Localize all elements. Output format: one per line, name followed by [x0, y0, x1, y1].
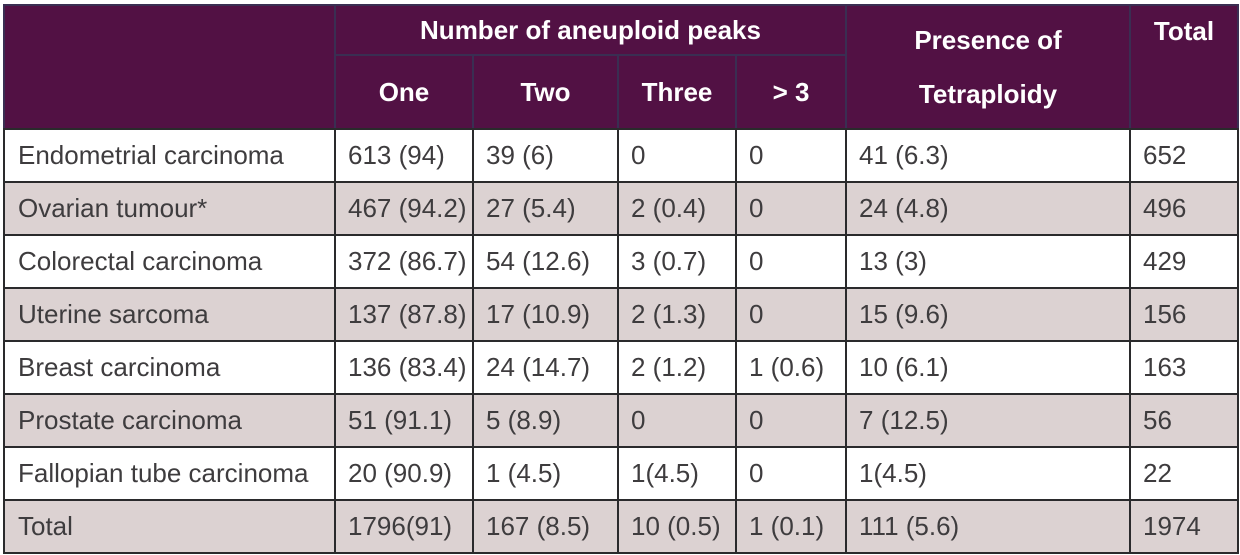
table-row: Ovarian tumour* 467 (94.2) 27 (5.4) 2 (0…	[3, 181, 1240, 236]
table-cell: 496	[1129, 181, 1240, 236]
table-cell: 24 (4.8)	[845, 181, 1132, 236]
table-cell: 111 (5.6)	[845, 499, 1132, 554]
table-cell: 1(4.5)	[845, 446, 1132, 501]
table-row: Endometrial carcinoma 613 (94) 39 (6) 0 …	[3, 128, 1240, 183]
header-three: Three	[617, 54, 737, 130]
table-cell: 156	[1129, 287, 1240, 342]
table-cell: 0	[734, 128, 848, 183]
table-cell: 137 (87.8)	[334, 287, 474, 342]
table-row: Uterine sarcoma 137 (87.8) 17 (10.9) 2 (…	[3, 287, 1240, 342]
header-row-sub: One Two Three > 3	[4, 54, 1238, 130]
row-label-cell: Prostate carcinoma	[3, 393, 336, 448]
table-cell: 652	[1129, 128, 1240, 183]
table-cell: 167 (8.5)	[472, 499, 619, 554]
header-row-group: Number of aneuploid peaks Presence of Te…	[3, 4, 1240, 130]
header-total: Total	[1129, 4, 1240, 130]
table-cell: 0	[734, 446, 848, 501]
row-label-cell: Uterine sarcoma	[3, 287, 336, 342]
table-cell: 1(4.5)	[617, 446, 737, 501]
table-cell: 0	[617, 393, 737, 448]
table-cell: 17 (10.9)	[472, 287, 619, 342]
table-cell: 10 (0.5)	[617, 499, 737, 554]
table-cell: 54 (12.6)	[472, 234, 619, 289]
table-cell: 22	[1129, 446, 1240, 501]
table-cell: 1 (4.5)	[472, 446, 619, 501]
table-row: Prostate carcinoma 51 (91.1) 5 (8.9) 0 0…	[3, 393, 1240, 448]
table-cell: 5 (8.9)	[472, 393, 619, 448]
table-cell: 51 (91.1)	[334, 393, 474, 448]
table-row: Breast carcinoma 136 (83.4) 24 (14.7) 2 …	[3, 340, 1240, 395]
table-cell: 2 (1.2)	[617, 340, 737, 395]
table-cell: 136 (83.4)	[334, 340, 474, 395]
table-cell: 0	[734, 287, 848, 342]
header-presence-of-tetraploidy: Presence of Tetraploidy	[845, 4, 1132, 130]
aneuploidy-table: Number of aneuploid peaks Presence of Te…	[3, 4, 1240, 554]
row-label-cell: Endometrial carcinoma	[3, 128, 336, 183]
row-label-cell: Total	[3, 499, 336, 554]
row-label-cell: Ovarian tumour*	[3, 181, 336, 236]
table-cell: 467 (94.2)	[334, 181, 474, 236]
table-cell: 24 (14.7)	[472, 340, 619, 395]
table-body: Endometrial carcinoma 613 (94) 39 (6) 0 …	[3, 128, 1240, 554]
table-cell: 15 (9.6)	[845, 287, 1132, 342]
table-header: Number of aneuploid peaks Presence of Te…	[3, 4, 1240, 130]
table-cell: 56	[1129, 393, 1240, 448]
table-cell: 429	[1129, 234, 1240, 289]
table-cell: 41 (6.3)	[845, 128, 1132, 183]
corner-cell	[3, 4, 336, 130]
table-cell: 20 (90.9)	[334, 446, 474, 501]
table-cell: 2 (1.3)	[617, 287, 737, 342]
header-gt3: > 3	[734, 54, 848, 130]
row-label-cell: Breast carcinoma	[3, 340, 336, 395]
table-cell: 613 (94)	[334, 128, 474, 183]
table-cell: 1 (0.1)	[734, 499, 848, 554]
header-two: Two	[472, 54, 619, 130]
table-row-total: Total 1796(91) 167 (8.5) 10 (0.5) 1 (0.1…	[3, 499, 1240, 554]
table-cell: 1 (0.6)	[734, 340, 848, 395]
table-cell: 163	[1129, 340, 1240, 395]
table-cell: 1974	[1129, 499, 1240, 554]
row-label-cell: Fallopian tube carcinoma	[3, 446, 336, 501]
presence-line-2: Tetraploidy	[918, 79, 1058, 109]
table-cell: 0	[734, 234, 848, 289]
row-label-cell: Colorectal carcinoma	[3, 234, 336, 289]
table-cell: 13 (3)	[845, 234, 1132, 289]
table-cell: 2 (0.4)	[617, 181, 737, 236]
table-cell: 0	[617, 128, 737, 183]
table-cell: 372 (86.7)	[334, 234, 474, 289]
table-cell: 7 (12.5)	[845, 393, 1132, 448]
table-cell: 39 (6)	[472, 128, 619, 183]
table-row: Fallopian tube carcinoma 20 (90.9) 1 (4.…	[3, 446, 1240, 501]
table-cell: 3 (0.7)	[617, 234, 737, 289]
table-cell: 27 (5.4)	[472, 181, 619, 236]
table-cell: 0	[734, 393, 848, 448]
table-cell: 10 (6.1)	[845, 340, 1132, 395]
presence-line-1: Presence of	[914, 25, 1062, 55]
table-cell: 1796(91)	[334, 499, 474, 554]
header-one: One	[334, 54, 474, 130]
table-cell: 0	[734, 181, 848, 236]
group-header-aneuploid-peaks: Number of aneuploid peaks	[333, 4, 848, 56]
table-row: Colorectal carcinoma 372 (86.7) 54 (12.6…	[3, 234, 1240, 289]
